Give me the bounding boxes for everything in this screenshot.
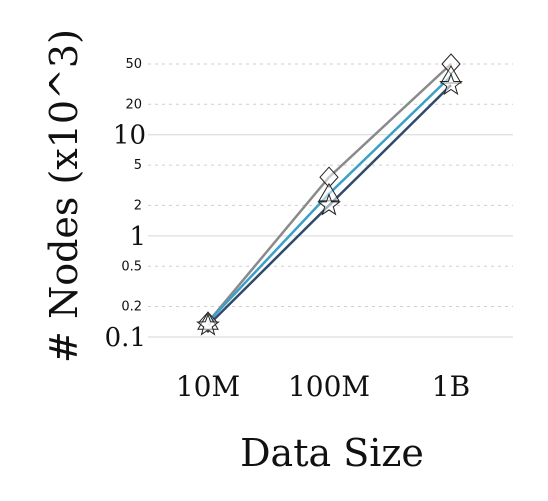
y-minor-tick-label: 20 bbox=[125, 97, 142, 112]
y-minor-tick-label: 0.2 bbox=[121, 300, 142, 315]
series-markers-diamond bbox=[198, 53, 461, 333]
x-axis-ticks: 10M 100M 1B bbox=[176, 370, 470, 403]
y-minor-tick-label: 5 bbox=[134, 158, 142, 173]
y-axis-ticks: 0.1 1 10 0.2 0.5 2 5 20 50 bbox=[105, 57, 146, 353]
data-series bbox=[196, 53, 463, 336]
y-major-tick-label: 1 bbox=[129, 222, 146, 252]
x-axis-label: Data Size bbox=[240, 431, 424, 475]
y-axis-label: # Nodes (x10^3) bbox=[42, 29, 86, 363]
y-minor-tick-label: 0.5 bbox=[121, 259, 142, 274]
x-tick-label: 1B bbox=[432, 370, 470, 403]
x-tick-label: 100M bbox=[288, 370, 370, 403]
y-major-tick-label: 10 bbox=[113, 121, 146, 151]
x-tick-label: 10M bbox=[176, 370, 240, 403]
y-minor-tick-label: 50 bbox=[125, 57, 142, 72]
y-minor-tick-label: 2 bbox=[134, 198, 142, 213]
star-marker bbox=[317, 192, 341, 216]
star-marker bbox=[439, 72, 463, 96]
star-marker bbox=[196, 313, 220, 336]
series-markers-star bbox=[196, 72, 463, 336]
y-major-tick-label: 0.1 bbox=[105, 323, 146, 353]
